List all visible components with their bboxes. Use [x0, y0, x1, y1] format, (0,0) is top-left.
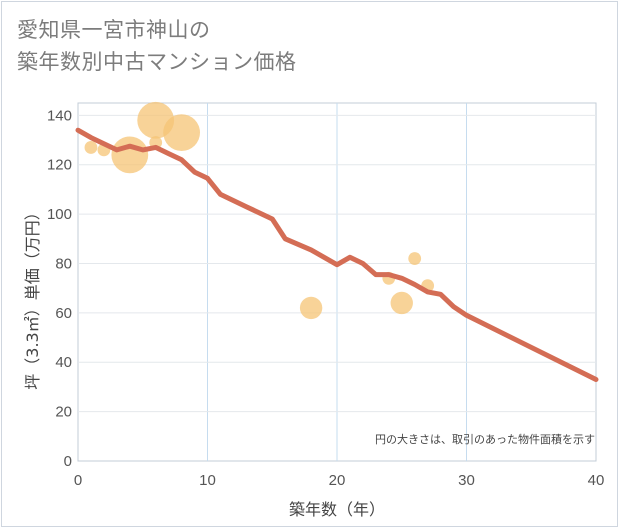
tick-labels: 0 10 20 30 40 0 20 40 60 80 100 120 140 [47, 107, 604, 489]
x-tick-label: 20 [329, 472, 346, 489]
scatter-point [390, 291, 413, 315]
scatter-series [84, 101, 435, 320]
y-tick-label: 140 [47, 107, 72, 124]
y-tick-label: 0 [64, 453, 72, 470]
size-note: 円の大きさは、取引のあった物件面積を示す [375, 432, 595, 446]
scatter-point [111, 136, 149, 174]
scatter-point [84, 141, 98, 154]
y-tick-label: 20 [55, 404, 72, 421]
y-tick-label: 100 [47, 206, 72, 223]
y-axis-label: 坪（3.3㎡）単価（万円） [23, 204, 42, 389]
y-tick-label: 80 [55, 255, 72, 272]
x-tick-label: 30 [458, 472, 475, 489]
chart-title-line-1: 愛知県一宮市神山の [17, 18, 211, 42]
x-tick-label: 40 [588, 472, 605, 489]
scatter-point [408, 252, 422, 265]
chart-title-line-2: 築年数別中古マンション価格 [17, 50, 297, 74]
trend-series [75, 127, 599, 382]
scatter-point [299, 296, 323, 320]
grid-lines [78, 103, 596, 461]
x-axis-label: 築年数（年） [289, 500, 385, 519]
x-tick-label: 0 [74, 472, 82, 489]
chart-title: 愛知県一宮市神山の 築年数別中古マンション価格 [17, 14, 577, 78]
y-tick-label: 120 [47, 157, 72, 174]
trend-line [75, 127, 599, 382]
x-tick-label: 10 [199, 472, 216, 489]
y-tick-label: 40 [55, 354, 72, 371]
y-tick-label: 60 [55, 305, 72, 322]
scatter-point [163, 114, 201, 152]
